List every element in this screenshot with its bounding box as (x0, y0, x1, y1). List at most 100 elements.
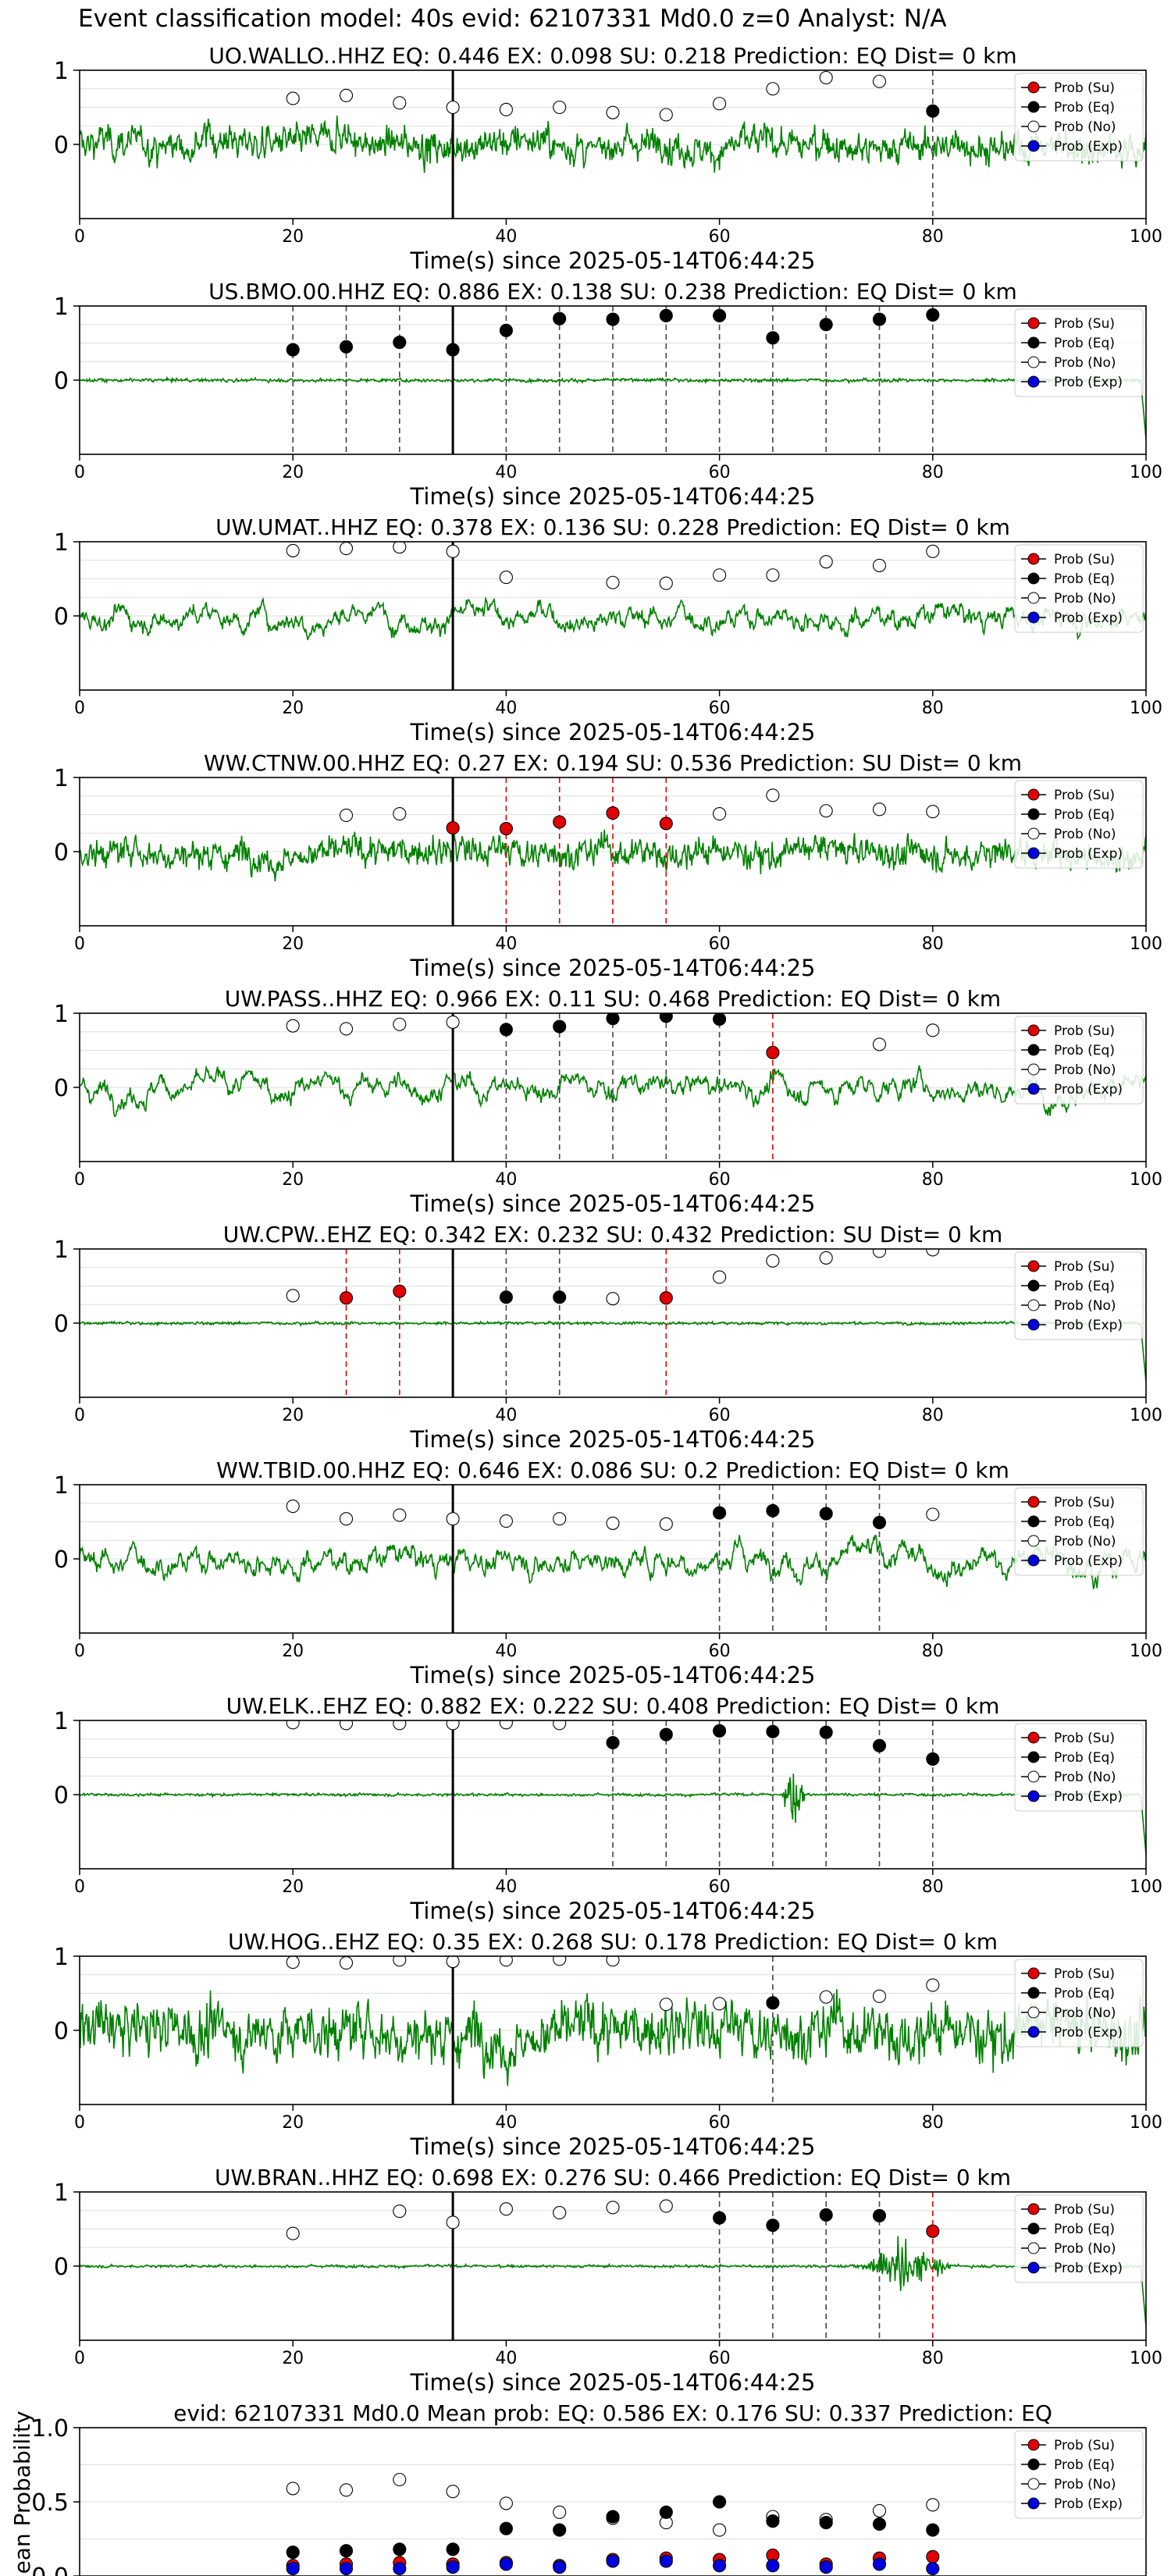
probability-point (286, 343, 300, 357)
y-tick-label: 0 (54, 2254, 69, 2281)
x-axis-label: Time(s) since 2025-05-14T06:44:25 (410, 2369, 816, 2396)
probability-point (339, 1512, 354, 1526)
waveform-trace (80, 1989, 1146, 2087)
panel-title: UW.UMAT..HHZ EQ: 0.378 EX: 0.136 SU: 0.2… (215, 514, 1010, 540)
x-tick-label: 100 (1130, 934, 1162, 954)
probability-point (606, 806, 620, 820)
mean-prob-point (499, 2496, 513, 2510)
probability-point (393, 96, 407, 110)
probability-point (553, 815, 567, 829)
probability-point (339, 1022, 354, 1036)
probability-point (872, 1515, 887, 1529)
x-tick-label: 100 (1130, 1642, 1162, 1661)
probability-point (872, 1249, 887, 1258)
legend-label: Prob (Exp) (1054, 610, 1123, 626)
probability-point (926, 104, 940, 118)
probability-point (659, 1998, 673, 2012)
mean-prob-point (926, 2561, 940, 2576)
probability-point (499, 1023, 513, 1037)
legend-label: Prob (Eq) (1054, 2222, 1115, 2237)
probability-point (766, 1254, 780, 1268)
mean-prob-point (819, 2560, 833, 2574)
mean-prob-point (713, 2495, 727, 2509)
probability-point (713, 1997, 727, 2011)
probability-point (393, 1284, 407, 1298)
legend-label: Prob (No) (1054, 2241, 1116, 2257)
x-tick-label: 40 (495, 699, 517, 718)
legend-label: Prob (Exp) (1054, 846, 1123, 862)
x-tick-label: 100 (1130, 1877, 1162, 1897)
legend-label: Prob (Su) (1054, 788, 1115, 803)
x-tick-label: 80 (922, 1877, 944, 1897)
legend-marker (1027, 1083, 1040, 1095)
probability-point (713, 1724, 727, 1738)
legend-box (1014, 1251, 1144, 1340)
legend-box (1014, 2194, 1144, 2283)
mean-prob-point (286, 2546, 300, 2560)
probability-point (766, 568, 780, 582)
probability-point (819, 1507, 833, 1521)
legend-marker (1027, 2222, 1040, 2235)
legend-marker (1027, 81, 1040, 94)
y-tick-label: 1 (54, 765, 69, 792)
probability-point (393, 807, 407, 821)
probability-point (819, 2208, 833, 2222)
legend-label: Prob (No) (1054, 1298, 1116, 1314)
waveform-trace (80, 1319, 1146, 1382)
y-axis-label: Mean Probability (9, 2411, 35, 2576)
legend-label: Prob (Exp) (1054, 2261, 1123, 2276)
x-tick-label: 60 (709, 1642, 731, 1661)
mean-prob-point (446, 2485, 460, 2499)
mean-probability-panel: evid: 62107331 Md0.0 Mean prob: EQ: 0.58… (9, 2400, 1147, 2576)
probability-point (713, 1270, 727, 1284)
legend-marker (1027, 2439, 1040, 2451)
probability-point (819, 555, 833, 569)
probability-point (286, 1289, 300, 1303)
x-tick-label: 0 (74, 934, 85, 954)
probability-point (553, 100, 567, 115)
waveform-trace (80, 2236, 1146, 2326)
probability-point (819, 70, 833, 85)
probability-point (926, 1978, 940, 1992)
legend-label: Prob (Eq) (1054, 336, 1115, 351)
legend-marker (1027, 1967, 1040, 1980)
x-axis-label: Time(s) since 2025-05-14T06:44:25 (410, 955, 816, 981)
station-panel-9: UW.BRAN..HHZ EQ: 0.698 EX: 0.276 SU: 0.4… (54, 2165, 1162, 2396)
legend-label: Prob (Exp) (1054, 2025, 1123, 2041)
y-tick-label: 1 (54, 58, 69, 85)
legend-marker (1027, 1987, 1040, 1999)
panel-title: UW.ELK..EHZ EQ: 0.882 EX: 0.222 SU: 0.40… (226, 1693, 1000, 1719)
probability-point (926, 544, 940, 558)
mean-prob-point (553, 2505, 567, 2519)
probability-point (606, 1292, 620, 1306)
legend-marker (1027, 317, 1040, 329)
station-panel-4: UW.PASS..HHZ EQ: 0.966 EX: 0.11 SU: 0.46… (54, 986, 1162, 1217)
plot-area (80, 542, 1146, 690)
probability-point (499, 323, 513, 337)
y-tick-label: 0 (54, 132, 69, 159)
y-tick-label: 1 (54, 1236, 69, 1264)
probability-point (499, 822, 513, 836)
x-tick-label: 20 (282, 1170, 304, 1190)
waveform-trace (80, 375, 1146, 440)
x-tick-label: 0 (74, 1642, 85, 1661)
x-tick-label: 60 (709, 1406, 731, 1425)
plot-area (80, 2192, 1146, 2340)
legend-label: Prob (Su) (1054, 1731, 1115, 1746)
probability-point (766, 331, 780, 345)
figure-suptitle: Event classification model: 40s evid: 62… (78, 5, 947, 33)
probability-point (446, 821, 460, 835)
x-tick-label: 20 (282, 2349, 304, 2368)
probability-point (926, 805, 940, 819)
legend-label: Prob (Eq) (1054, 571, 1115, 587)
legend-label: Prob (Exp) (1054, 139, 1123, 155)
legend-label: Prob (Eq) (1054, 1043, 1115, 1059)
probability-point (713, 1506, 727, 1520)
plot-area (80, 1249, 1146, 1397)
legend-marker (1027, 1260, 1040, 1272)
probability-point (926, 1023, 940, 1037)
probability-point (872, 2208, 887, 2222)
legend-label: Prob (Su) (1054, 2202, 1115, 2218)
probability-point (659, 2199, 673, 2213)
probability-point (872, 1989, 887, 2003)
